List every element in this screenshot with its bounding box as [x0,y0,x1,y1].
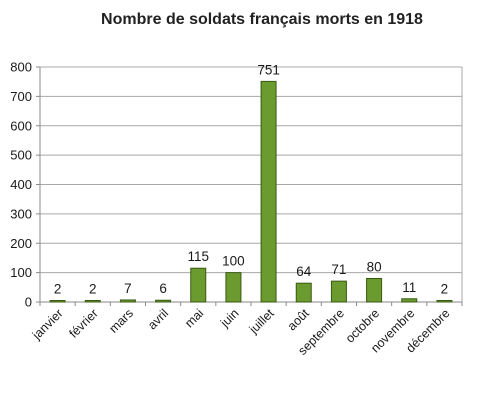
y-tick-label: 200 [10,236,32,251]
x-axis-categories: janvier février mars avril mai juin juillet aoû… [29,306,453,358]
data-label: 2 [54,282,62,297]
bar-juillet [260,80,277,303]
y-tick-label: 500 [10,148,32,163]
bars [49,80,453,303]
x-tick-label: mai [182,306,206,330]
y-tick-label: 0 [25,295,32,310]
data-label: 6 [159,281,167,296]
bar-avril [155,299,172,303]
x-tick-label: juillet [246,306,277,337]
y-axis-ticks: 0 100 200 300 400 500 600 700 800 [10,60,40,310]
x-tick-label: avril [145,306,171,332]
data-label: 751 [257,62,280,77]
axes [39,67,463,306]
bar-septembre [330,280,347,303]
data-label: 115 [187,249,209,264]
x-tick-label: janvier [29,306,66,343]
bar-juin [225,272,242,303]
chart-title: Nombre de soldats français morts en 1918 [101,11,423,28]
data-labels: 2 2 7 6 115 100 751 64 71 80 11 2 [54,62,448,296]
bar-février [84,300,101,303]
y-tick-label: 100 [10,265,32,280]
x-tick-label: mars [106,306,136,336]
data-label: 100 [222,254,245,269]
data-label: 2 [89,282,97,297]
data-label: 7 [124,281,132,296]
bar-octobre [366,278,383,303]
y-tick-label: 600 [10,118,32,133]
data-label: 80 [367,260,382,275]
data-label: 71 [331,262,346,277]
x-tick-label: juin [217,306,241,330]
y-tick-label: 700 [10,89,32,104]
bar-janvier [49,300,66,303]
gridlines [40,66,462,274]
y-tick-label: 300 [10,206,32,221]
bar-août [295,282,312,303]
bar-mai [190,267,207,303]
y-tick-label: 400 [10,177,32,192]
bar-décembre [436,300,453,303]
bar-novembre [401,298,418,303]
y-tick-label: 800 [10,60,32,75]
data-label: 11 [402,280,416,295]
data-label: 64 [296,264,312,279]
bar-mars [119,299,136,303]
data-label: 2 [441,282,449,297]
x-tick-label: février [66,306,100,340]
x-tick-label: août [285,306,312,333]
